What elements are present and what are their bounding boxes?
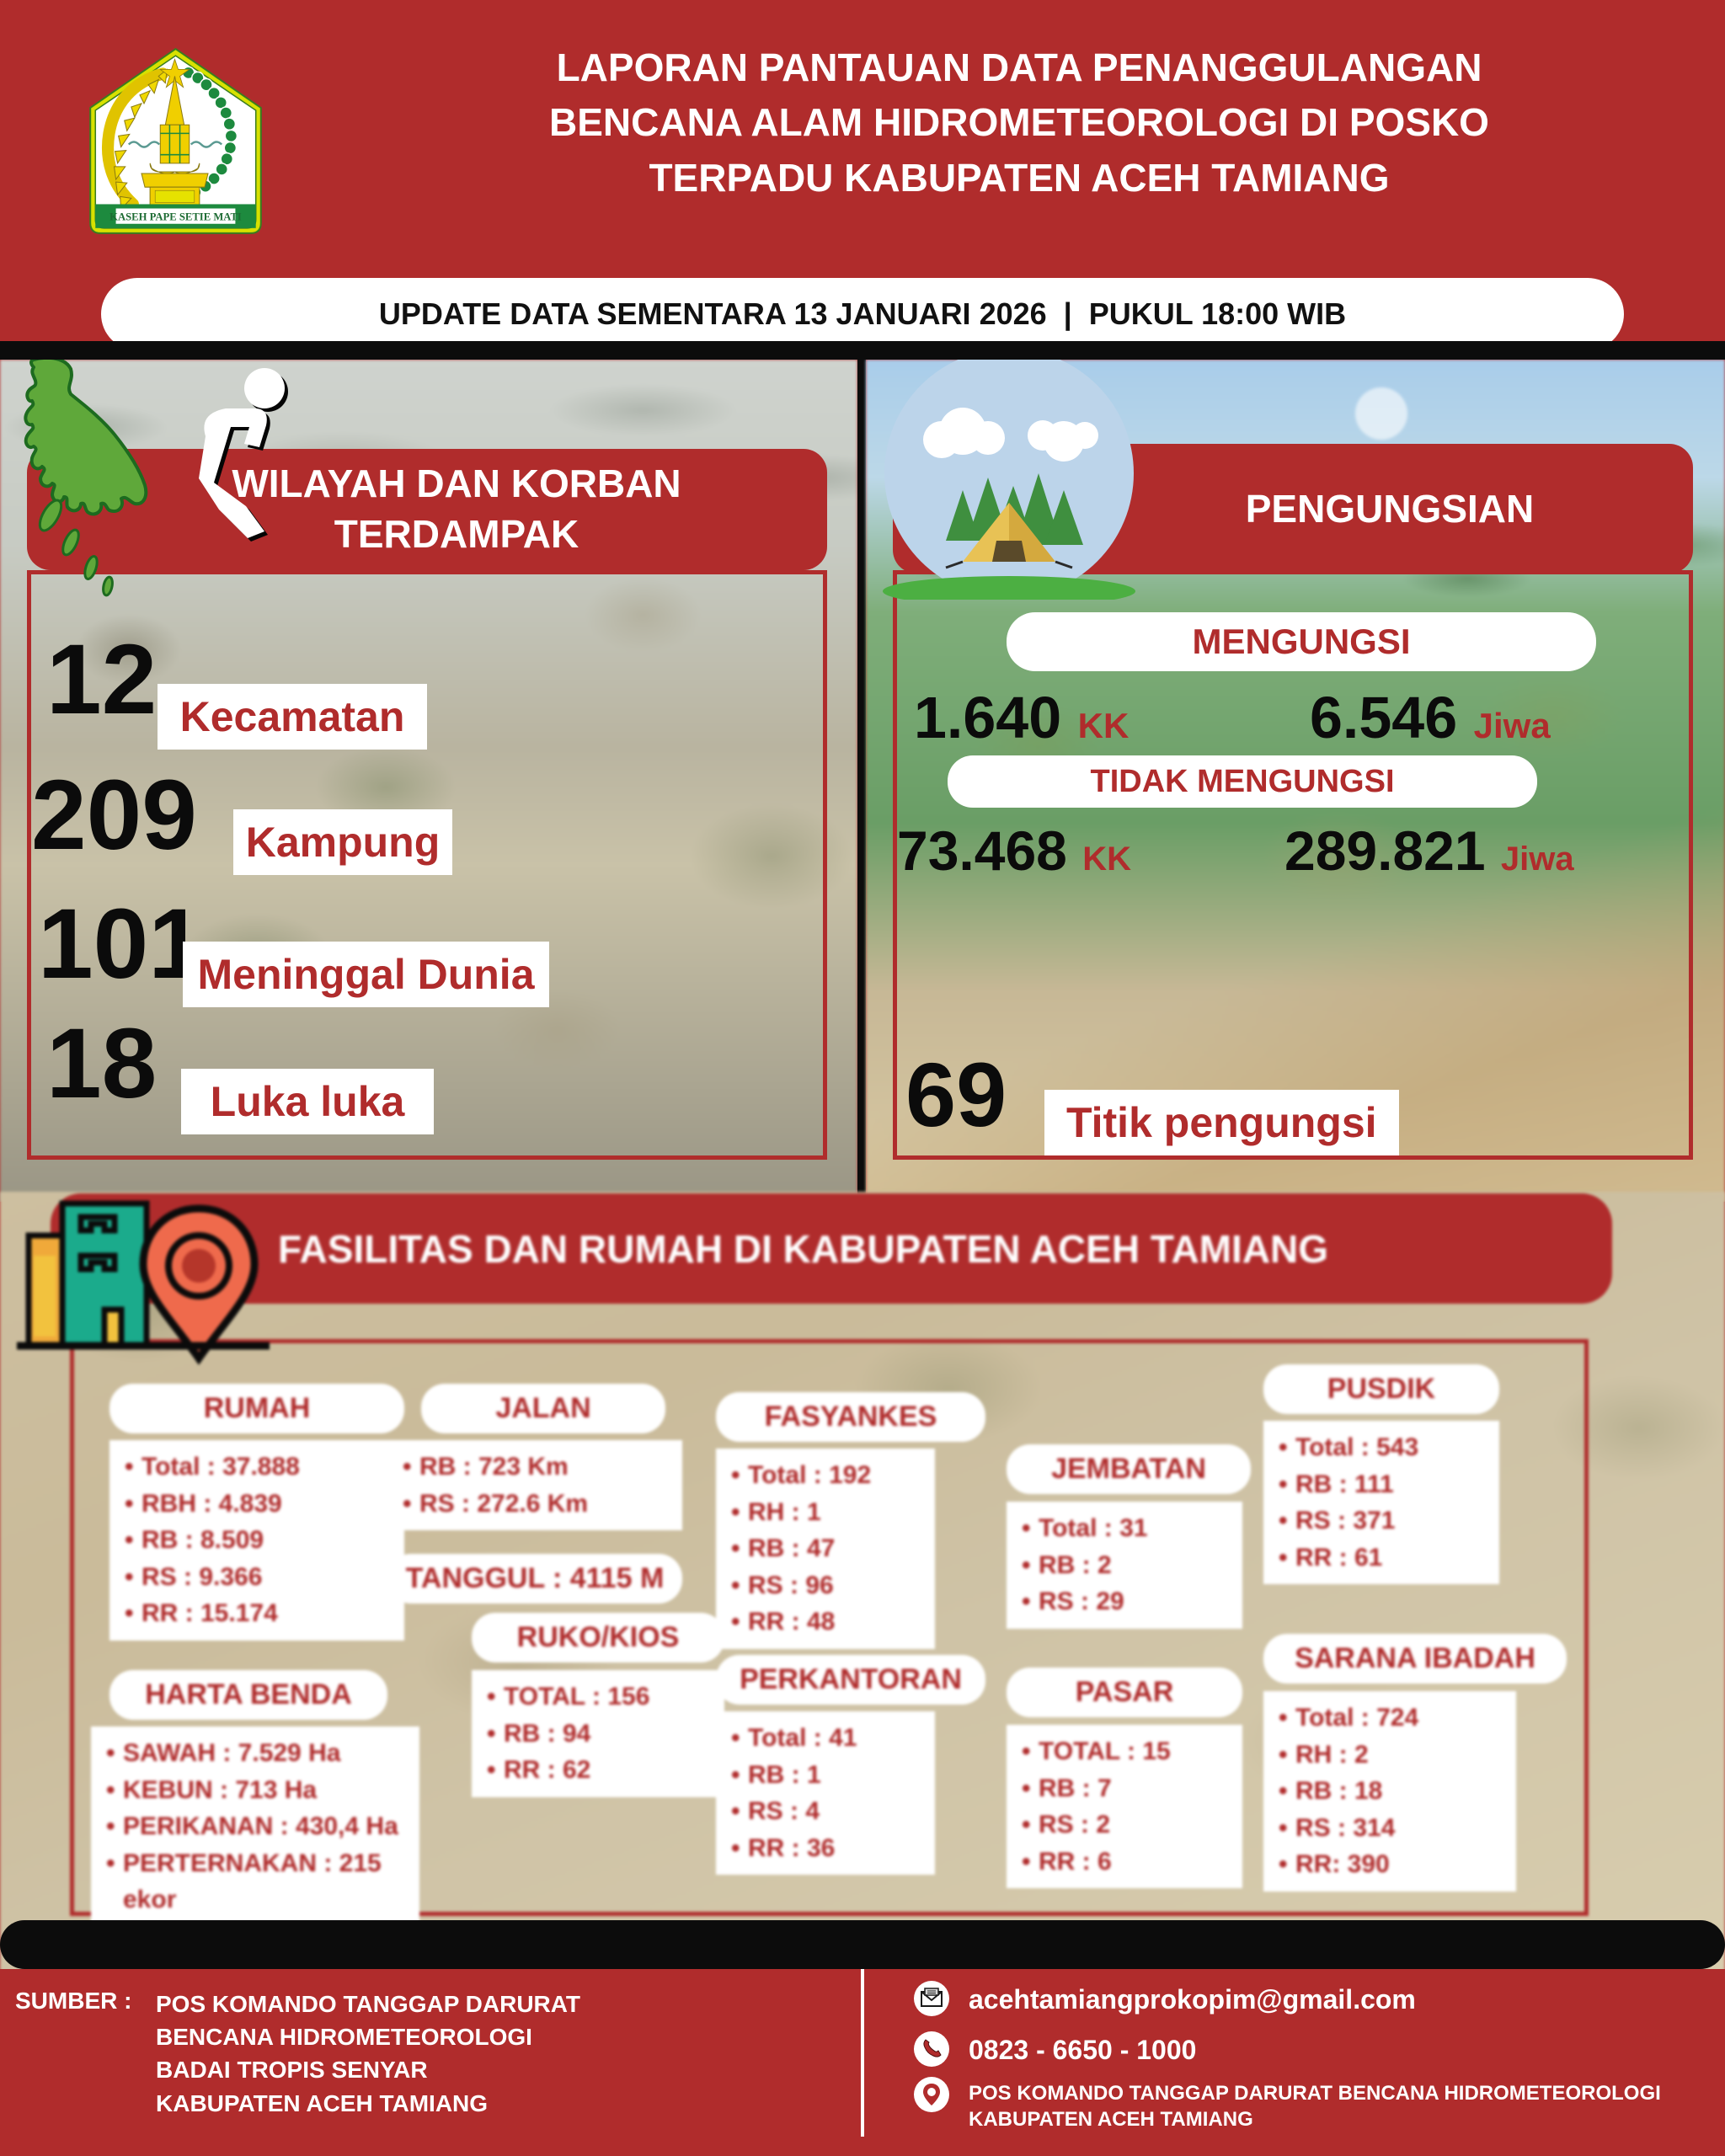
svg-text:KASEH PAPE SETIE MATI: KASEH PAPE SETIE MATI <box>109 211 242 223</box>
